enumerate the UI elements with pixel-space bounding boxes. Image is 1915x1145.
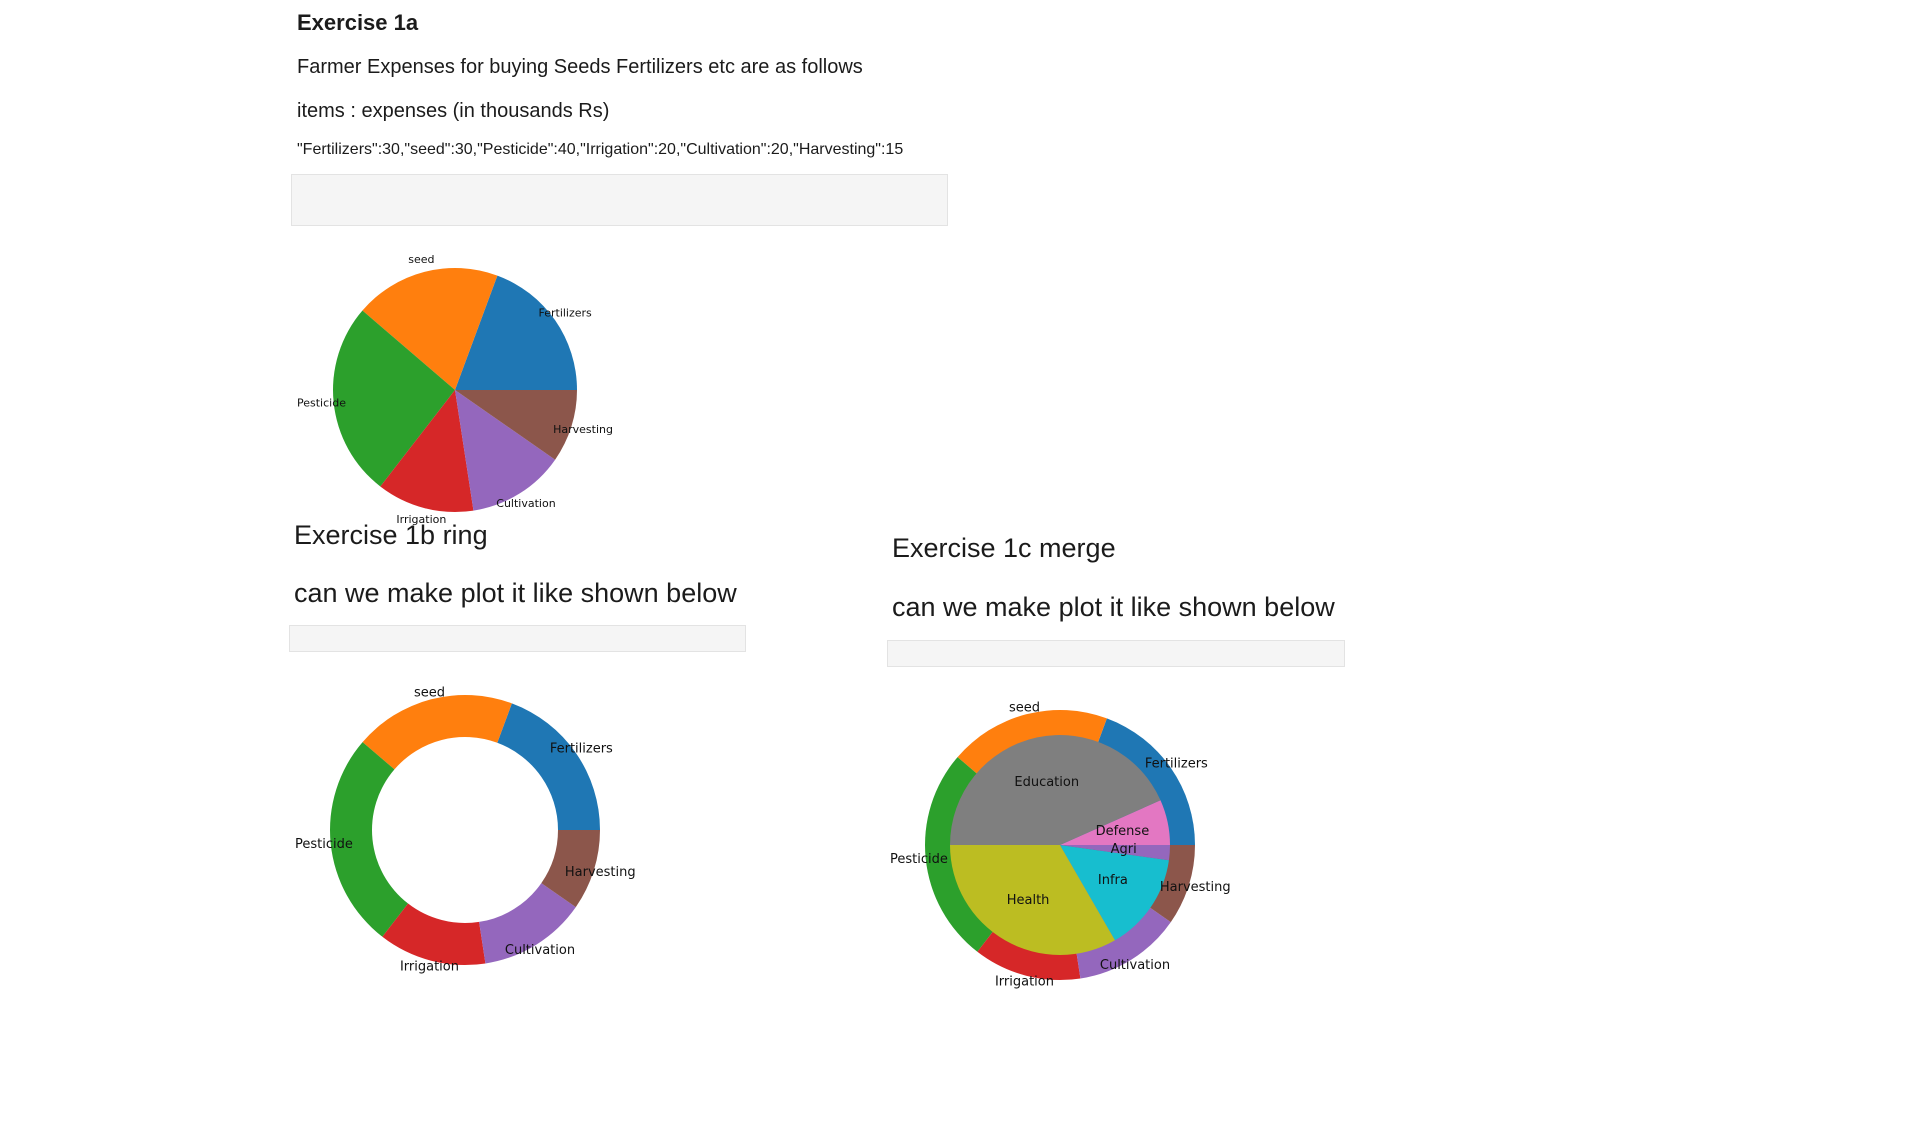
exercise-1a-values: "Fertilizers":30,"seed":30,"Pesticide":4… [297,141,904,158]
outer-label-fertilizers: Fertilizers [1145,757,1208,772]
inner-slice-defense [1060,800,1170,845]
code-cell-1a[interactable] [291,174,948,226]
inner-slice-health [950,845,1115,955]
ring-slice-pesticide [330,742,409,937]
ring-slice-fertilizers [497,703,600,830]
ring-slice-harvesting [541,830,600,908]
exercise-1a-title: Exercise 1a [297,10,419,35]
pie1-slice-harvesting [455,390,577,460]
ring-slice-cultivation [479,883,576,964]
pie1-label-harvesting: Harvesting [553,423,613,436]
exercise-1a-items-caption: items : expenses (in thousands Rs) [297,100,610,122]
pie1-slice-irrigation [380,390,474,512]
pie1-label-pesticide: Pesticide [297,397,346,410]
ring-label-cultivation: Cultivation [505,943,575,958]
pie1-label-seed: seed [408,255,434,266]
inner-slice-agri [1060,845,1170,861]
inner-label-agri: Agri [1111,842,1137,857]
outer-label-seed: seed [1009,700,1040,715]
outer-label-harvesting: Harvesting [1160,880,1231,895]
exercise-1c-prompt: can we make plot it like shown below [892,592,1335,622]
merged-1c-labels: Fertilizers seed Pesticide Irrigation Cultiv… [890,700,1231,989]
ring-chart-1b: Fertilizers seed Pesticide Irrigation Cultiv… [295,685,636,974]
ring-label-pesticide: Pesticide [295,837,353,852]
ring-slice-seed [362,695,512,770]
ring-label-seed: seed [414,685,445,700]
pie1-slice-seed [362,268,498,390]
pie1-label-fertilizers: Fertilizers [538,306,592,319]
ring-1b-slices: Fertilizers seed Pesticide Irrigation Cultiv… [295,685,636,974]
ring-label-fertilizers: Fertilizers [550,742,613,757]
pie1-slice-cultivation [455,390,556,511]
outer-label-cultivation: Cultivation [1100,958,1170,973]
inner-label-defense: Defense [1096,824,1150,839]
ring-label-harvesting: Harvesting [565,865,636,880]
outer-label-irrigation: Irrigation [995,975,1054,990]
inner-label-infra: Infra [1098,873,1128,888]
code-cell-1b[interactable] [289,625,746,652]
pie1-label-irrigation: Irrigation [396,513,446,525]
exercise-1b-prompt: can we make plot it like shown below [294,578,737,608]
inner-label-education: Education [1014,775,1079,790]
inner-slice-infra [1060,845,1169,941]
merged-chart-1c: Fertilizers seed Pesticide Irrigation Cultiv… [890,700,1231,989]
code-cell-1c[interactable] [887,640,1345,667]
ring-label-irrigation: Irrigation [400,960,459,975]
pie1-slice-fertilizers [455,275,577,390]
merged-1c-slices: Fertilizers seed Pesticide Irrigation Cultiv… [890,700,1231,989]
pie1-slice-pesticide [333,310,455,487]
exercise-1a-description: Farmer Expenses for buying Seeds Fertili… [297,56,863,78]
inner-slice-education [950,735,1161,845]
exercise-1c-title: Exercise 1c merge [892,533,1116,563]
inner-label-health: Health [1007,893,1050,908]
pie1-label-cultivation: Cultivation [496,497,555,510]
exercise-1b-title: Exercise 1b ring [294,520,488,550]
ring-slice-irrigation [382,903,486,965]
pie-1a-slices: Fertilizers seed Pesticide Irrigation Cultiv… [297,255,613,525]
pie-chart-1a: Fertilizers seed Pesticide Irrigation Cultiv… [297,255,613,525]
outer-label-pesticide: Pesticide [890,852,948,867]
